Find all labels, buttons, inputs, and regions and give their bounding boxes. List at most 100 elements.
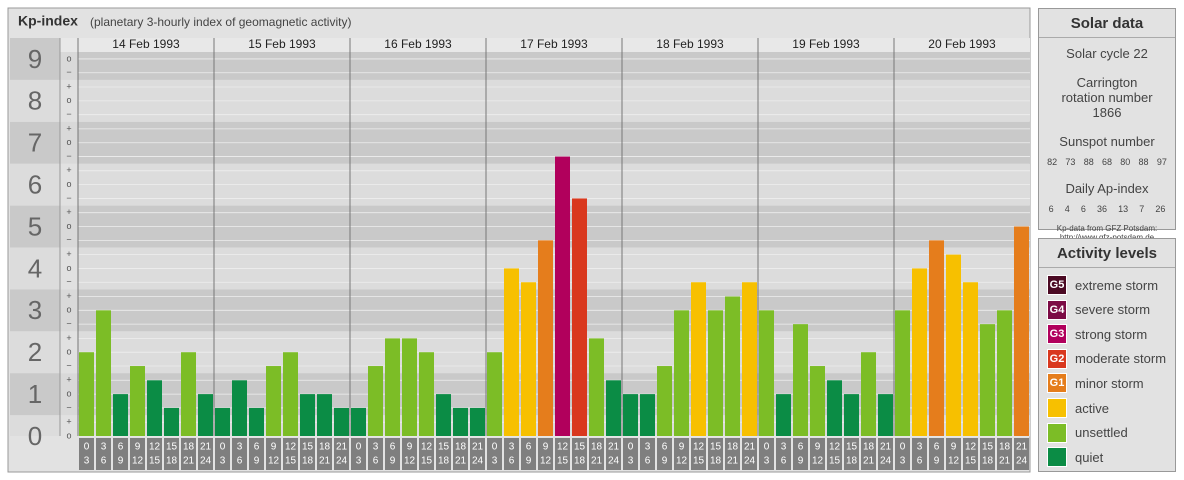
y-tick-label: 9 — [28, 44, 42, 74]
hour-label: 9 — [135, 442, 141, 453]
hour-box — [997, 438, 1012, 470]
ap-value: 36 — [1096, 204, 1107, 214]
hour-label: 6 — [101, 456, 107, 467]
bar — [351, 407, 366, 436]
minor-tick-label: o — [66, 305, 71, 315]
hour-label: 6 — [781, 456, 787, 467]
bar — [742, 282, 757, 436]
hour-label: 9 — [271, 442, 277, 453]
hour-label: 3 — [509, 442, 515, 453]
hour-label: 15 — [149, 456, 161, 467]
minor-tick-label: − — [66, 277, 71, 287]
hour-box — [657, 438, 672, 470]
hour-label: 6 — [662, 442, 668, 453]
date-header — [60, 38, 1030, 52]
y-tick-label: 6 — [28, 170, 42, 200]
hour-label: 9 — [679, 442, 685, 453]
hour-label: 12 — [540, 456, 552, 467]
hour-label: 9 — [798, 456, 804, 467]
hour-box — [249, 438, 264, 470]
y-tick-label: 3 — [28, 295, 42, 325]
hour-label: 6 — [934, 442, 940, 453]
hour-label: 15 — [421, 456, 433, 467]
bar — [96, 310, 111, 436]
bar — [555, 156, 570, 436]
hour-label: 24 — [744, 456, 756, 467]
chart-title: Kp-index — [18, 13, 78, 29]
minor-tick-label: + — [66, 291, 71, 301]
bar — [878, 394, 893, 436]
legend-swatch: G1 — [1047, 373, 1067, 394]
bar — [861, 352, 876, 436]
y-tick-label: 5 — [28, 211, 42, 241]
hour-box — [793, 438, 808, 470]
bar — [334, 407, 349, 436]
hour-label: 21 — [880, 442, 892, 453]
legend-item: quiet — [1047, 447, 1103, 468]
minor-tick-label: o — [66, 179, 71, 189]
bar — [623, 394, 638, 436]
hour-label: 21 — [336, 442, 348, 453]
hour-box — [691, 438, 706, 470]
bar — [963, 282, 978, 436]
date-label: 16 Feb 1993 — [384, 37, 452, 51]
hour-box — [980, 438, 995, 470]
minor-tick-label: − — [66, 402, 71, 412]
hour-box — [504, 438, 519, 470]
hour-label: 18 — [591, 442, 603, 453]
hour-label: 12 — [404, 456, 416, 467]
legend-label: minor storm — [1075, 375, 1144, 391]
bar — [470, 407, 485, 436]
minor-tick-label: o — [66, 95, 71, 105]
hour-box — [827, 438, 842, 470]
hour-label: 0 — [220, 442, 226, 453]
hour-box — [96, 438, 111, 470]
bar — [164, 407, 179, 436]
bar — [895, 310, 910, 436]
solar-title: Solar data — [1039, 9, 1175, 38]
hour-label: 3 — [84, 456, 90, 467]
ap-value: 13 — [1118, 204, 1129, 214]
ap-title: Daily Ap-index — [1065, 181, 1149, 196]
hour-label: 21 — [455, 456, 467, 467]
hour-box — [130, 438, 145, 470]
hour-label: 3 — [356, 456, 362, 467]
bar — [232, 380, 247, 436]
hour-box — [640, 438, 655, 470]
legend-item: G5 extreme storm — [1047, 275, 1158, 295]
hour-label: 0 — [492, 442, 498, 453]
hour-label: 9 — [118, 456, 124, 467]
minor-tick-label: o — [66, 137, 71, 147]
bar — [453, 407, 468, 436]
minor-tick-label: o — [66, 263, 71, 273]
bar — [147, 380, 162, 436]
solar-cycle: Solar cycle 22 — [1066, 46, 1148, 61]
bar — [589, 338, 604, 436]
hour-box — [589, 438, 604, 470]
hour-label: 6 — [373, 456, 379, 467]
hour-label: 15 — [574, 442, 586, 453]
bar — [402, 338, 417, 436]
hour-label: 3 — [237, 442, 243, 453]
bar — [759, 310, 774, 436]
hour-label: 24 — [1016, 456, 1028, 467]
bar — [113, 394, 128, 436]
legend-item: active — [1047, 398, 1109, 418]
bar — [436, 394, 451, 436]
hour-label: 0 — [628, 442, 634, 453]
bar — [283, 352, 298, 436]
chart-subtitle: (planetary 3-hourly index of geomagnetic… — [90, 15, 351, 29]
hour-label: 12 — [285, 442, 297, 453]
date-label: 14 Feb 1993 — [112, 37, 180, 51]
ap-value: 7 — [1139, 204, 1145, 214]
bar — [776, 394, 791, 436]
bar — [79, 352, 94, 436]
legend-swatch: G4 — [1047, 299, 1067, 320]
minor-tick-label: − — [66, 193, 71, 203]
legend-panel: Activity levels G5 extreme storm G4 severe … — [1038, 238, 1176, 472]
sunspot-title: Sunspot number — [1059, 134, 1155, 149]
legend-item: G4 severe storm — [1047, 299, 1150, 320]
hour-label: 12 — [965, 442, 977, 453]
bar — [487, 352, 502, 436]
minor-tick-label: − — [66, 235, 71, 245]
